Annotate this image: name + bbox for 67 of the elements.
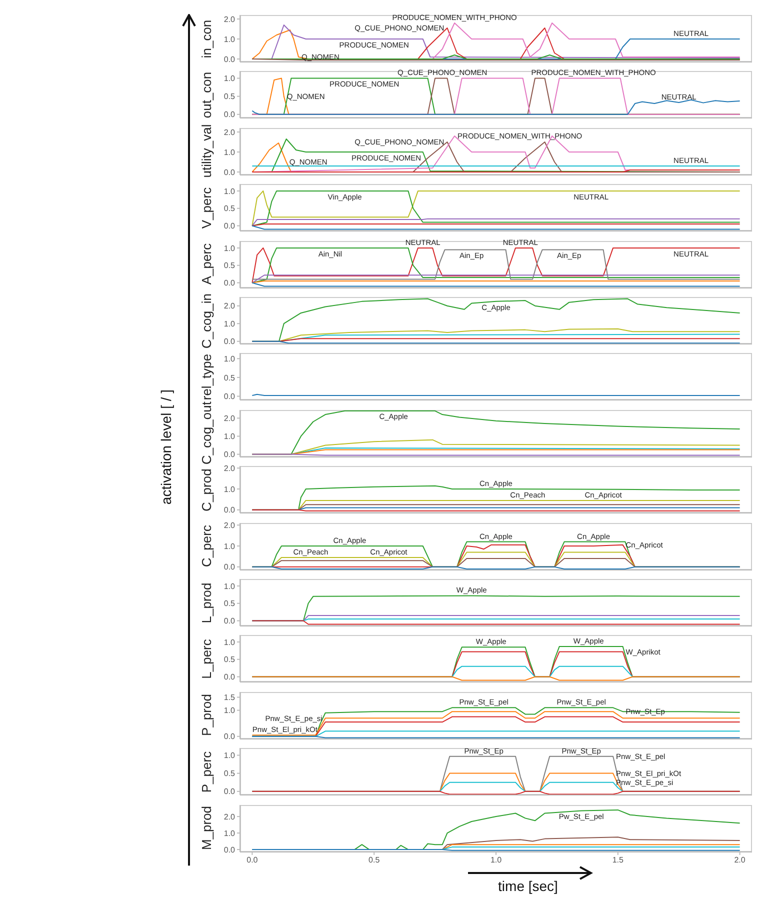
y-tick-label: 0.5 xyxy=(224,260,236,270)
y-tick-label: 1.5 xyxy=(224,692,236,702)
y-tick-label: 2.0 xyxy=(224,812,236,821)
x-axis-title: time [sec] xyxy=(497,878,559,894)
y-tick-label: 0.0 xyxy=(224,392,236,402)
y-tick-label: 0.0 xyxy=(224,562,236,572)
y-axis-title: L_prod xyxy=(199,582,214,623)
y-tick-label: 0.0 xyxy=(224,732,236,742)
y-tick-label: 1.0 xyxy=(224,354,236,364)
y-tick-label: 0.0 xyxy=(224,673,236,682)
y-tick-label: 1.0 xyxy=(224,243,236,252)
y-tick-label: 1.0 xyxy=(224,582,236,591)
y-tick-label: 1.0 xyxy=(224,751,236,760)
y-tick-label: 2.0 xyxy=(224,14,236,24)
y-tick-label: 2.0 xyxy=(224,520,236,530)
y-axis-title: C_cog_in xyxy=(199,293,214,348)
y-tick-label: 1.0 xyxy=(224,828,236,838)
y-tick-label: 0.5 xyxy=(224,769,236,778)
x-tick-label: 1.5 xyxy=(612,855,624,864)
y-tick-label: 0.0 xyxy=(224,844,236,854)
y-tick-label: 0.5 xyxy=(224,92,236,102)
y-tick-label: 2.0 xyxy=(224,464,236,474)
y-axis-title: C_perc xyxy=(199,525,214,568)
y-tick-label: 1.0 xyxy=(224,706,236,715)
y-axis-title: C_cog_out xyxy=(199,402,214,465)
y-tick-label: 0.0 xyxy=(224,110,236,120)
y-axis-title: M_prod xyxy=(199,806,214,850)
y-axis-title: L_perc xyxy=(199,639,214,679)
y-tick-label: 0.5 xyxy=(224,656,236,665)
y-tick-label: 1.0 xyxy=(224,34,236,44)
y-axis-title: C_prod xyxy=(199,468,214,512)
y-tick-label: 1.0 xyxy=(224,148,236,157)
y-tick-label: 0.0 xyxy=(224,54,236,64)
y-axis-title: out_con xyxy=(199,72,214,118)
y-axis-title: rel_type xyxy=(199,354,214,400)
y-tick-label: 1.0 xyxy=(224,186,236,196)
y-tick-label: 2.0 xyxy=(224,302,236,311)
y-tick-label: 1.0 xyxy=(224,485,236,494)
y-tick-label: 0.0 xyxy=(224,616,236,626)
y-tick-label: 0.5 xyxy=(224,204,236,214)
y-tick-label: 0.0 xyxy=(224,222,236,231)
y-tick-label: 0.0 xyxy=(224,787,236,796)
y-tick-label: 0.0 xyxy=(224,168,236,177)
y-tick-label: 1.0 xyxy=(224,541,236,550)
x-tick-label: 0.5 xyxy=(368,855,380,864)
y-tick-label: 1.0 xyxy=(224,432,236,441)
y-tick-label: 2.0 xyxy=(224,128,236,137)
y-tick-label: 0.5 xyxy=(224,599,236,608)
y-axis-title: P_prod xyxy=(199,694,214,736)
y-tick-label: 0.0 xyxy=(224,278,236,288)
y-axis-title: utility_val xyxy=(199,124,214,178)
y-tick-label: 1.0 xyxy=(224,74,236,84)
y-axis-title: P_perc xyxy=(199,751,214,792)
y-tick-label: 1.0 xyxy=(224,638,236,648)
y-tick-label: 0.0 xyxy=(224,506,236,515)
y-tick-label: 0.0 xyxy=(224,450,236,459)
y-tick-label: 2.0 xyxy=(224,414,236,423)
x-tick-label: 2.0 xyxy=(734,855,746,864)
x-tick-label: 0.0 xyxy=(246,855,258,864)
y-axis-title: A_perc xyxy=(199,244,214,285)
y-tick-label: 0.5 xyxy=(224,374,236,383)
text: activation level [ / ] xyxy=(157,388,175,507)
y-axis-title: in_con xyxy=(199,19,214,58)
y-tick-label: 0.0 xyxy=(224,337,236,346)
x-tick-label: 1.0 xyxy=(490,855,502,864)
y-axis-title: V_perc xyxy=(199,187,214,228)
y-tick-label: 1.0 xyxy=(224,319,236,328)
